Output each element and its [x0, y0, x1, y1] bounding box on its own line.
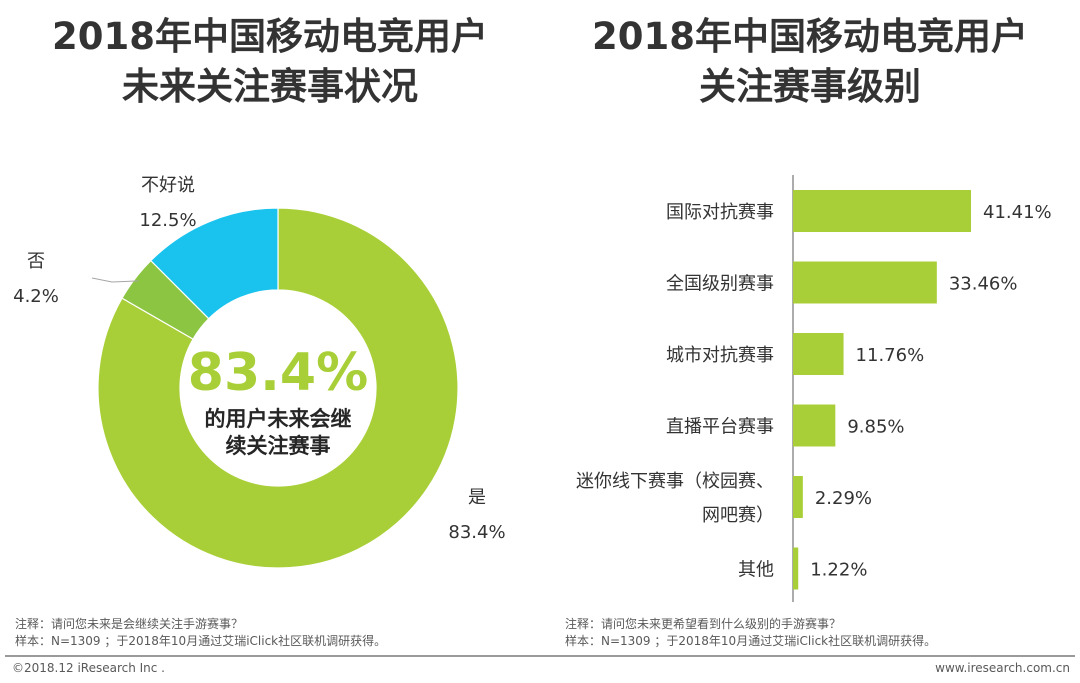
donut-label-2: 不好说: [141, 175, 195, 196]
bar-value-label-4: 2.29%: [815, 488, 872, 509]
bar-1: [793, 261, 937, 304]
bar-2: [793, 333, 844, 375]
donut-slice-2: [149, 207, 279, 320]
bar-value-label-1: 33.46%: [949, 274, 1018, 295]
donut-chart-title: 2018年中国移动电竞用户 未来关注赛事状况: [0, 12, 540, 112]
bar-note-sample: 样本：N=1309 ；于2018年10月通过艾瑞iClick社区联机调研获得。: [565, 634, 937, 648]
bar-category-label-1: 全国级别赛事: [666, 274, 774, 295]
donut-note-sample: 样本：N=1309 ；于2018年10月通过艾瑞iClick社区联机调研获得。: [15, 634, 387, 648]
bar-category-label-4-0: 迷你线下赛事（校园赛、: [576, 471, 774, 492]
donut-label-0: 是: [468, 487, 486, 508]
bar-value-label-2: 11.76%: [856, 345, 925, 366]
donut-center-text-0: 的用户未来会继: [205, 407, 352, 431]
donut-chart-note: 注释：请问您未来是会继续关注手游赛事？ 样本：N=1309 ；于2018年10月…: [15, 616, 535, 650]
bar-0: [793, 190, 971, 232]
donut-chart-title-line-2: 未来关注赛事状况: [122, 65, 418, 108]
bar-category-label-0: 国际对抗赛事: [666, 202, 774, 223]
bar-value-label-3: 9.85%: [847, 417, 904, 438]
bar-category-label-2: 城市对抗赛事: [666, 345, 774, 366]
donut-leader-line: [91, 277, 139, 283]
bar-chart-title-line-1: 2018年中国移动电竞用户: [592, 15, 1028, 58]
bar-note-question: 注释：请问您未来更希望看到什么级别的手游赛事？: [565, 617, 842, 631]
donut-value-label-0: 83.4%: [448, 522, 505, 543]
bar-category-label-3: 直播平台赛事: [666, 417, 774, 438]
bar-4: [793, 476, 803, 518]
bar-chart-note: 注释：请问您未来更希望看到什么级别的手游赛事？ 样本：N=1309 ；于2018…: [565, 616, 1075, 650]
donut-chart-title-line-1: 2018年中国移动电竞用户: [52, 15, 488, 58]
donut-value-label-2: 12.5%: [139, 210, 196, 231]
bar-chart: 41.41% 国际对抗赛事 33.46% 全国级别赛事 11.76% 城市对抗赛事 9.85…: [576, 175, 1052, 602]
bar-category-label-4-1: 网吧赛）: [702, 505, 774, 526]
donut-center-value: 83.4%: [188, 343, 368, 403]
donut-label-1: 否: [27, 251, 45, 272]
donut-center-text-1: 续关注赛事: [226, 434, 331, 458]
donut-note-question: 注释：请问您未来是会继续关注手游赛事？: [15, 617, 244, 631]
bar-chart-title-line-2: 关注赛事级别: [699, 65, 921, 108]
bar-value-label-0: 41.41%: [983, 202, 1052, 223]
bar-5: [793, 547, 799, 590]
bar-chart-title: 2018年中国移动电竞用户 关注赛事级别: [540, 12, 1080, 112]
donut-value-label-1: 4.2%: [13, 286, 59, 307]
bar-category-label-5: 其他: [738, 560, 774, 581]
website-text: www.iresearch.com.cn: [935, 661, 1070, 675]
donut-slice-0: [97, 207, 459, 569]
bar-3: [793, 404, 836, 447]
footer-divider: [5, 655, 1075, 657]
copyright-text: ©2018.12 iResearch Inc .: [12, 661, 165, 675]
bar-value-label-5: 1.22%: [810, 560, 867, 581]
